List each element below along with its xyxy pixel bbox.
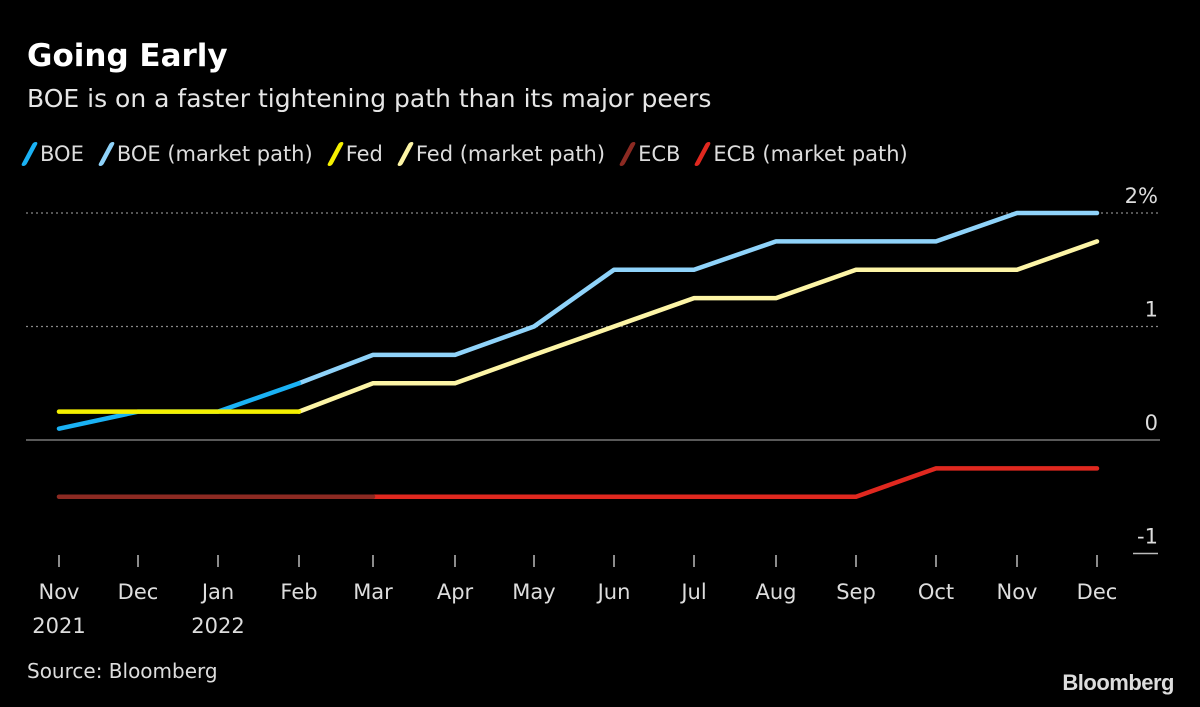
legend-label: Fed: [345, 142, 383, 166]
x-tick-label: Jul: [679, 580, 706, 604]
chart-subtitle: BOE is on a faster tightening path than …: [27, 84, 712, 113]
y-tick-label: 2%: [1125, 184, 1158, 208]
legend-label: ECB (market path): [713, 142, 908, 166]
legend-item: ECB: [618, 142, 681, 166]
x-tick-label: Jan: [200, 580, 234, 604]
legend-item: BOE: [20, 142, 84, 166]
x-tick-label: Aug: [755, 580, 796, 604]
legend: BOE BOE (market path) Fed Fed (market path)…: [20, 142, 908, 166]
legend-item: Fed (market path): [396, 142, 606, 166]
x-tick-label: Feb: [280, 580, 317, 604]
legend-item: ECB (market path): [694, 142, 908, 166]
y-tick-label: -1: [1137, 525, 1158, 549]
x-tick-year-label: 2021: [32, 614, 85, 638]
series-line-ecb-market-path: [370, 466, 1100, 499]
legend-label: BOE (market path): [116, 142, 313, 166]
legend-label: ECB: [638, 142, 681, 166]
y-tick-label: 0: [1145, 411, 1158, 435]
y-tick-label: 1: [1145, 298, 1158, 322]
x-tick-label: Oct: [918, 580, 954, 604]
series-line-boe: [56, 381, 302, 431]
x-tick-label: Apr: [437, 580, 474, 604]
x-tick-label: Dec: [118, 580, 159, 604]
source-note: Source: Bloomberg: [27, 659, 218, 683]
x-tick-label: May: [512, 580, 555, 604]
x-tick-year-label: 2022: [191, 614, 244, 638]
chart-title: Going Early: [27, 38, 228, 74]
series-line-boe-market-path: [296, 210, 1100, 386]
series-line-fed-market-path: [296, 239, 1100, 414]
bloomberg-logo: Bloomberg: [1062, 670, 1174, 695]
x-tick-label: Sep: [836, 580, 876, 604]
legend-label: BOE: [40, 142, 84, 166]
x-tick-label: Nov: [997, 580, 1038, 604]
legend-item: BOE (market path): [97, 142, 313, 166]
legend-item: Fed: [326, 142, 383, 166]
x-tick-label: Mar: [353, 580, 393, 604]
legend-label: Fed (market path): [415, 142, 606, 166]
x-tick-label: Dec: [1077, 580, 1118, 604]
x-tick-label: Nov: [39, 580, 80, 604]
x-tick-label: Jun: [596, 580, 631, 604]
